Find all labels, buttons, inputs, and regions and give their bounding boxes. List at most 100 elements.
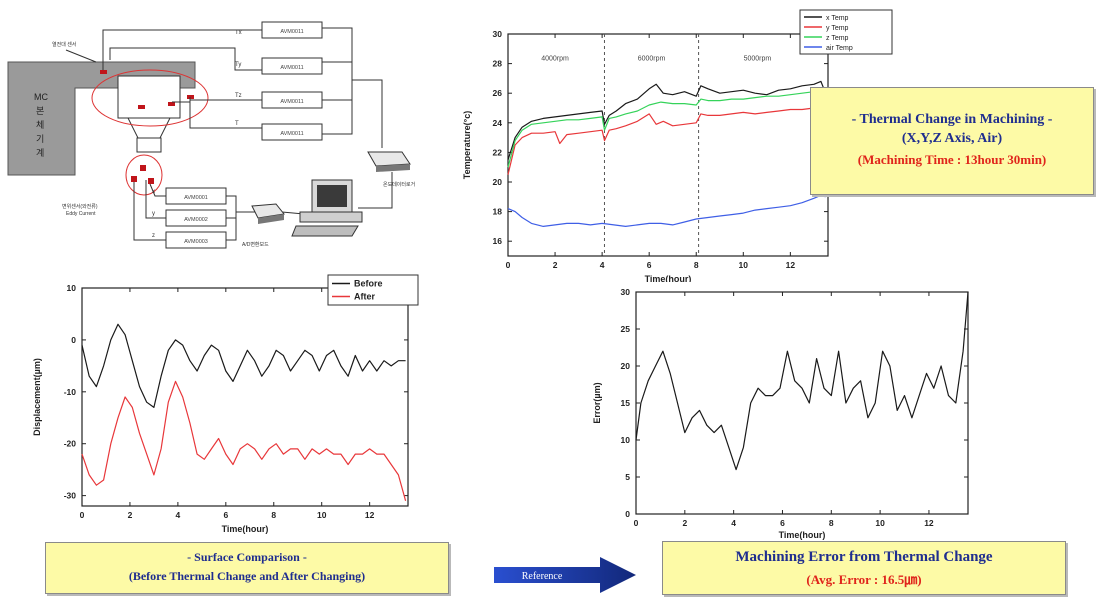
thermal-caption: - Thermal Change in Machining - (X,Y,Z A… (810, 87, 1094, 195)
legend-label: air Temp (826, 45, 853, 52)
x-tick-label: 6 (223, 510, 228, 520)
displacement-chart: 0 2 4 6 8 10 12 -30 -20 -10 0 10 Time(hour) Displacem… (25, 268, 425, 540)
plot-frame (507, 33, 829, 257)
amplifier-module-box (261, 123, 323, 141)
spindle-nose (136, 137, 162, 153)
channel-label: T (235, 121, 239, 127)
legend-label: Before (354, 279, 383, 289)
x-tick-label: 10 (875, 518, 885, 528)
x-tick-label: 0 (80, 510, 85, 520)
y-tick-label: 15 (621, 398, 631, 408)
sensor-dot (148, 178, 154, 184)
series-line-z-temp (507, 89, 827, 168)
y-axis-label: Displacement(µm) (32, 358, 42, 436)
error-caption: Machining Error from Thermal Change (Avg… (662, 541, 1066, 595)
x-tick-label: 8 (271, 510, 276, 520)
thermal-caption-time: (Machining Time : 13hour 30min) (857, 152, 1047, 167)
ad-board-note: A/D변환보드 (242, 241, 269, 248)
x-tick-label: 4 (600, 260, 605, 270)
amplifier-module-box (261, 57, 323, 75)
x-axis-label: Time(hour) (645, 274, 692, 282)
x-axis-label: Time(hour) (779, 530, 826, 540)
amplifier-module-label: AVM0011 (280, 65, 303, 71)
y-tick-label: 16 (493, 236, 503, 246)
data-logger (367, 151, 411, 172)
legend-box (327, 274, 419, 306)
x-tick-label: 0 (506, 260, 511, 270)
y-tick-label: 25 (621, 324, 631, 334)
sensor-dot (100, 70, 107, 74)
surface-caption-sub: (Before Thermal Change and After Changin… (128, 569, 366, 583)
x-axis-label: Time(hour) (222, 524, 269, 534)
x-tick-label: 4 (731, 518, 736, 528)
thermocouple-region (91, 69, 209, 127)
y-tick-label: 20 (493, 177, 503, 187)
x-tick-label: 0 (634, 518, 639, 528)
reference-arrow-shape: Reference (494, 557, 636, 593)
legend-label: z Temp (826, 35, 849, 42)
series-line-air-temp (507, 194, 826, 227)
plot-frame (635, 291, 969, 515)
y-tick-label: -20 (64, 439, 77, 449)
y-tick-label: 30 (493, 29, 503, 39)
x-tick-label: 12 (786, 260, 796, 270)
eddy-amp-label: AVM0002 (184, 217, 208, 223)
y-axis-label: Error(µm) (592, 382, 602, 423)
y-tick-label: 30 (621, 287, 631, 297)
thermal-caption-sub: (X,Y,Z Axis, Air) (901, 131, 1003, 146)
sensor-dot (138, 105, 145, 109)
eddy-amp-label: AVM0003 (184, 239, 208, 245)
surface-caption-title: - Surface Comparison - (187, 550, 307, 564)
eddy-amp-label: AVM0001 (184, 195, 208, 201)
channel-label: Tx (235, 30, 242, 36)
reference-label: Reference (522, 571, 563, 582)
channel-label: Tz (235, 93, 242, 99)
y-tick-label: 26 (493, 88, 503, 98)
series-line-before (81, 323, 406, 408)
sensor-axis-label: z (152, 233, 155, 239)
y-tick-label: 20 (621, 361, 631, 371)
x-tick-label: 2 (553, 260, 558, 270)
amplifier-module-label: AVM0011 (280, 29, 303, 35)
sensor-axis-label: x (152, 189, 155, 195)
x-tick-label: 12 (924, 518, 934, 528)
y-tick-label: 22 (493, 147, 503, 157)
sensor-dot (131, 176, 137, 182)
error-chart: 0 2 4 6 8 10 12 0 5 10 15 20 25 30 Time(hour) Error(µm) (580, 284, 980, 544)
sensor-axis-label: y (152, 211, 155, 217)
y-tick-label: 18 (493, 207, 503, 217)
thermocouple-note: 열전대 센서 (52, 41, 76, 48)
phase-label: 5000rpm (744, 56, 772, 63)
thermal-caption-title: - Thermal Change in Machining - (851, 112, 1053, 127)
amplifier-module-box (261, 21, 323, 39)
amplifier-module-label: AVM0011 (280, 99, 303, 105)
x-tick-label: 4 (176, 510, 181, 520)
spindle-head (117, 75, 181, 119)
y-tick-label: 10 (67, 283, 77, 293)
y-tick-label: 5 (625, 472, 630, 482)
machine-label: MC 본 체 기 계 (34, 92, 48, 158)
x-tick-label: 6 (647, 260, 652, 270)
data-logger-note: 온도데이터로거 (383, 181, 415, 188)
x-tick-label: 8 (694, 260, 699, 270)
x-tick-label: 8 (829, 518, 834, 528)
sensor-dot (168, 102, 175, 106)
temperature-chart: 4000rpm 6000rpm 5000rpm 0 2 4 6 8 10 12 16 18 20 22 24… (455, 0, 895, 284)
amplifier-module-label: AVM0011 (280, 131, 303, 137)
x-tick-label: 12 (365, 510, 375, 520)
y-tick-label: 10 (621, 435, 631, 445)
series-line-after (81, 380, 407, 501)
error-chart-svg: 0 2 4 6 8 10 12 0 5 10 15 20 25 30 Time(hour) Error(µm) (592, 287, 969, 540)
x-tick-label: 2 (128, 510, 133, 520)
phase-label: 6000rpm (638, 56, 666, 63)
eddy-amp-box (165, 187, 227, 205)
spindle-neck (127, 117, 171, 139)
eddy-amp-box (165, 231, 227, 249)
y-axis-label: Temperature(°c) (462, 111, 472, 179)
legend-label: y Temp (826, 25, 849, 32)
series-line-x-temp (507, 80, 827, 160)
y-tick-label: -10 (64, 387, 77, 397)
legend-label: x Temp (826, 15, 849, 22)
y-tick-label: 28 (493, 59, 503, 69)
